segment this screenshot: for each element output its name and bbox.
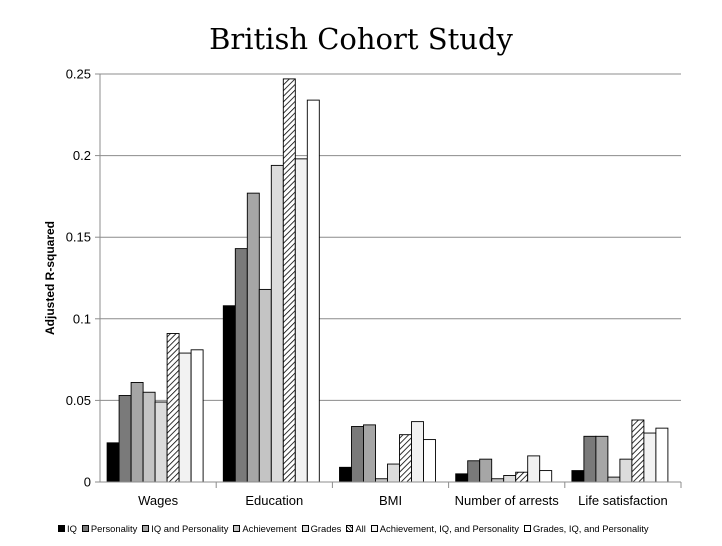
bar-number-of-arrests-achievement-iq-and-personality	[527, 455, 541, 483]
legend-label: Grades, IQ, and Personality	[532, 522, 649, 534]
axes: 0 0.05 0.1 0.15 0.2 0.25 Wages Education BMI Numb…	[66, 67, 682, 508]
bar-bmi-achievement-iq-and-personality	[411, 421, 424, 483]
bar-life-satisfaction-grades-iq-and-personality	[655, 427, 669, 483]
bar-education-achievement	[258, 288, 272, 483]
legend-label: IQ	[67, 522, 77, 534]
legend-item: All	[346, 522, 366, 534]
legend-swatch	[301, 524, 309, 532]
bar-wages-grades	[154, 401, 168, 483]
y-tick-label: 0.1	[73, 311, 91, 326]
legend-label: Achievement, IQ, and Personality	[379, 522, 519, 534]
bar-wages-iq-and-personality	[130, 382, 144, 483]
legend-swatch	[81, 524, 89, 532]
y-tick-label: 0.25	[66, 67, 91, 82]
bar-life-satisfaction-iq	[571, 470, 585, 483]
bar-number-of-arrests-personality	[467, 460, 481, 483]
bar-life-satisfaction-all	[631, 419, 645, 483]
y-axis-label: Adjusted R-squared	[43, 221, 57, 335]
bar-bmi-grades	[387, 463, 400, 483]
bar-education-iq-and-personality	[246, 192, 260, 483]
y-tick-label: 0.15	[66, 230, 91, 245]
legend-swatch	[370, 524, 378, 532]
bar-education-grades-iq-and-personality	[306, 99, 320, 483]
bar-bmi-all	[399, 434, 412, 483]
legend-item: IQ and Personality	[142, 523, 228, 534]
legend-label: Achievement	[242, 522, 297, 534]
legend-label: IQ and Personality	[151, 522, 229, 534]
x-tick-label: Number of arrests	[455, 493, 560, 508]
y-tick-label: 0.05	[66, 393, 91, 408]
bar-education-all	[282, 78, 296, 483]
legend-label: Grades	[310, 522, 342, 534]
x-tick-label: BMI	[379, 493, 402, 508]
bar-wages-achievement	[142, 391, 156, 483]
legend-swatch	[523, 524, 531, 532]
legend-item: Achievement, IQ, and Personality	[370, 522, 519, 534]
bar-life-satisfaction-achievement	[607, 476, 621, 483]
x-tick-label: Life satisfaction	[578, 493, 668, 508]
y-tick-label: 0.2	[73, 148, 91, 163]
bar-number-of-arrests-grades	[503, 475, 517, 483]
bar-wages-grades-iq-and-personality	[190, 349, 204, 483]
bar-wages-iq	[106, 442, 120, 483]
chart-title: British Cohort Study	[209, 22, 513, 56]
legend-item: Achievement	[233, 522, 297, 534]
bar-life-satisfaction-iq-and-personality	[595, 435, 609, 483]
x-tick-label: Wages	[138, 493, 178, 508]
bar-education-iq	[222, 305, 236, 483]
bar-life-satisfaction-achievement-iq-and-personality	[643, 432, 657, 483]
bar-number-of-arrests-iq	[455, 473, 469, 483]
legend-swatch	[58, 524, 65, 532]
bar-number-of-arrests-all	[515, 471, 529, 483]
bar-education-grades	[270, 164, 284, 483]
bar-number-of-arrests-iq-and-personality	[479, 458, 493, 483]
bar-bmi-grades-iq-and-personality	[423, 439, 436, 483]
legend-item: Personality	[81, 522, 138, 534]
bar-wages-achievement-iq-and-personality	[178, 352, 192, 483]
bar-life-satisfaction-personality	[583, 435, 597, 483]
legend-swatch	[346, 524, 354, 532]
x-tick-label: Education	[245, 493, 303, 508]
legend-item: Grades	[301, 522, 342, 534]
bar-bmi-personality	[351, 426, 364, 483]
bar-life-satisfaction-grades	[619, 458, 633, 483]
bar-wages-all	[166, 333, 180, 483]
legend-swatch	[233, 524, 241, 532]
bar-bmi-iq-and-personality	[363, 424, 376, 483]
bar-education-personality	[234, 248, 248, 483]
legend-item: Grades, IQ, and Personality	[523, 522, 649, 534]
bars	[106, 78, 669, 483]
legend-swatch	[142, 524, 150, 532]
bar-education-achievement-iq-and-personality	[294, 158, 308, 483]
legend-label: All	[355, 522, 366, 534]
bar-wages-personality	[118, 395, 132, 483]
legend-item: IQ	[58, 523, 77, 534]
legend: IQ Personality IQ and Personality Achieveme…	[58, 521, 718, 535]
y-tick-label: 0	[84, 475, 91, 490]
bar-number-of-arrests-grades-iq-and-personality	[539, 470, 553, 483]
bar-bmi-iq	[339, 466, 352, 483]
legend-label: Personality	[90, 522, 138, 534]
